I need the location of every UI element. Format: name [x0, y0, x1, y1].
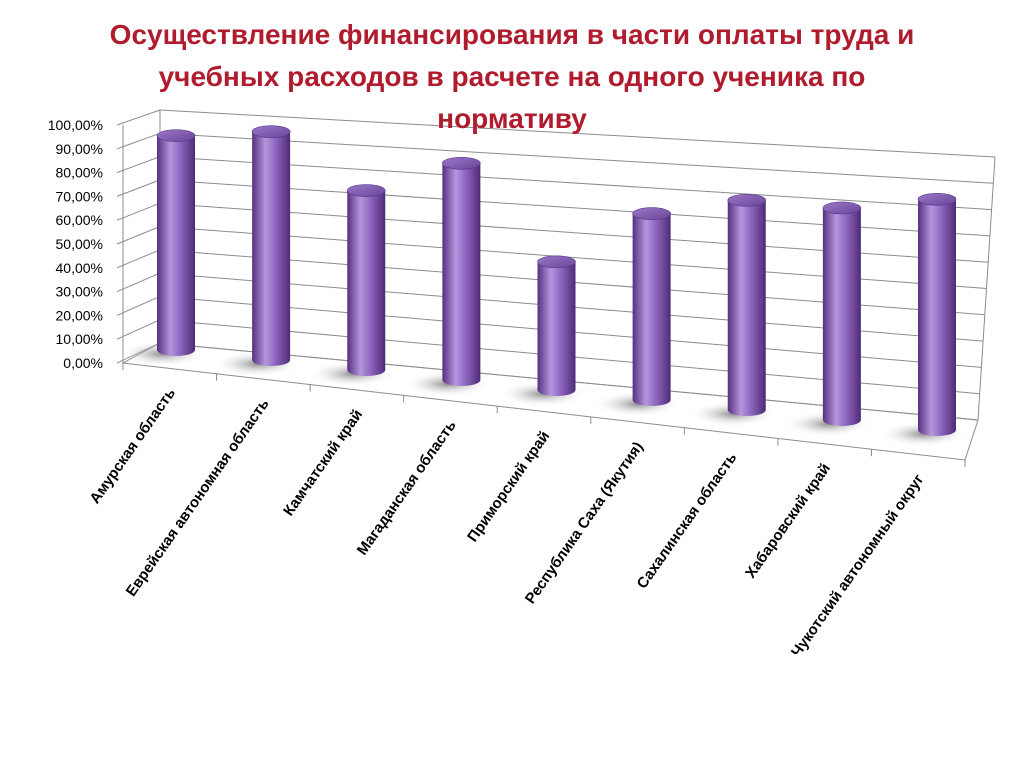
x-category-label: Хабаровский край — [742, 460, 834, 581]
bar — [783, 201, 872, 437]
x-category-label: Амурская область — [87, 385, 180, 507]
bar-top — [537, 255, 576, 269]
gridline — [159, 109, 996, 158]
bars — [118, 125, 967, 447]
bar-body — [632, 213, 671, 407]
x-category-label: Сахалинская область — [634, 450, 741, 592]
bar — [593, 207, 682, 417]
chart-title: Осуществление финансирования в части опл… — [40, 14, 984, 140]
chart-title-line-3: нормативу — [437, 103, 587, 134]
bar-top — [727, 194, 767, 207]
gridline-side — [116, 295, 161, 316]
x-category-label: Камчатский край — [280, 406, 366, 519]
bar-top — [632, 207, 671, 220]
bar-top — [442, 157, 481, 170]
bar-body — [347, 190, 386, 376]
y-tick-label: 20,00% — [56, 307, 103, 323]
y-tick-label: 90,00% — [56, 141, 103, 157]
bar-top — [917, 193, 957, 206]
x-category-label: Приморский край — [464, 428, 553, 545]
x-category-label: Республика Саха (Якутия) — [522, 439, 647, 607]
bar — [498, 255, 587, 407]
gridline — [159, 156, 992, 211]
bar — [213, 125, 302, 377]
bar-top — [822, 201, 862, 215]
gridline-side — [116, 319, 161, 340]
gridline-side — [116, 249, 161, 269]
y-axis-ticks: 0,00% 10,00% 20,00% 30,00% 40,00% 50,00% 60,00… — [48, 117, 103, 371]
bar — [403, 157, 492, 397]
gridline-side — [116, 179, 161, 197]
bar — [879, 193, 967, 447]
bar-body — [537, 261, 576, 396]
bar — [308, 184, 397, 387]
y-tick-label: 70,00% — [56, 188, 103, 204]
y-tick-label: 40,00% — [56, 260, 103, 276]
chart-title-line-1: Осуществление финансирования в части опл… — [109, 19, 915, 50]
chart-title-line-2: учебных расходов в расчете на одного уче… — [158, 61, 866, 92]
y-tick-label: 50,00% — [56, 236, 103, 252]
gridline-side — [116, 272, 161, 293]
gridline — [159, 132, 994, 184]
bar — [688, 194, 777, 427]
gridline-side — [116, 226, 161, 245]
bar-body — [157, 135, 195, 356]
bar — [118, 129, 206, 367]
y-tick-label: 0,00% — [63, 355, 103, 371]
bar-body — [252, 131, 291, 366]
bar-body — [918, 199, 956, 436]
bar-top — [156, 129, 196, 142]
bar-top — [251, 125, 291, 138]
gridline-side — [116, 132, 161, 150]
gridline-side — [116, 156, 161, 174]
y-tick-label: 80,00% — [56, 165, 103, 181]
gridline-side — [116, 202, 161, 221]
bar-top — [346, 184, 386, 197]
y-tick-label: 10,00% — [56, 331, 103, 347]
y-tick-label: 30,00% — [56, 284, 103, 300]
back-wall-edge-right — [977, 156, 996, 421]
gridline-side — [116, 109, 161, 126]
y-tick-label: 100,00% — [48, 117, 103, 133]
bar-body — [727, 200, 766, 416]
y-tick-label: 60,00% — [56, 212, 103, 228]
bar-body — [442, 163, 481, 386]
x-category-label: Магаданская область — [354, 417, 460, 558]
bar-body — [822, 207, 861, 426]
